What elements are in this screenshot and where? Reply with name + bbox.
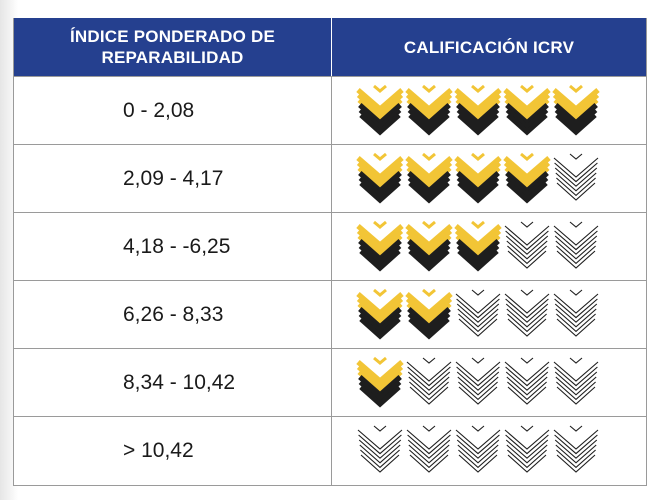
filled-chevron-icon — [356, 84, 404, 135]
range-cell: 2,09 - 4,17 — [14, 145, 332, 212]
rating-cell — [332, 281, 646, 348]
filled-chevron-icon — [454, 152, 502, 203]
filled-chevron-icon — [405, 220, 453, 271]
filled-chevron-icon — [405, 152, 453, 203]
range-cell: 8,34 - 10,42 — [14, 349, 332, 416]
empty-chevron-icon — [504, 425, 550, 473]
table-row: 8,34 - 10,42 — [14, 349, 646, 417]
table-row: 0 - 2,08 — [14, 77, 646, 145]
empty-chevron-icon — [553, 289, 599, 337]
empty-chevron-icon — [455, 425, 501, 473]
header-index: ÍNDICE PONDERADO DE REPARABILIDAD — [14, 18, 332, 76]
table-header: ÍNDICE PONDERADO DE REPARABILIDAD CALIFI… — [14, 18, 646, 77]
filled-chevron-icon — [454, 220, 502, 271]
table-row: 2,09 - 4,17 — [14, 145, 646, 213]
table-row: 6,26 - 8,33 — [14, 281, 646, 349]
empty-chevron-icon — [357, 425, 403, 473]
empty-chevron-icon — [406, 357, 452, 405]
filled-chevron-icon — [552, 84, 600, 135]
empty-chevron-icon — [455, 357, 501, 405]
range-cell: > 10,42 — [14, 417, 332, 485]
table-row: 4,18 - -6,25 — [14, 213, 646, 281]
table-row: > 10,42 — [14, 417, 646, 486]
empty-chevron-icon — [553, 221, 599, 269]
empty-chevron-icon — [553, 153, 599, 201]
filled-chevron-icon — [356, 288, 404, 339]
filled-chevron-icon — [503, 152, 551, 203]
filled-chevron-icon — [503, 84, 551, 135]
range-cell: 6,26 - 8,33 — [14, 281, 332, 348]
filled-chevron-icon — [356, 152, 404, 203]
filled-chevron-icon — [356, 220, 404, 271]
empty-chevron-icon — [455, 289, 501, 337]
range-cell: 4,18 - -6,25 — [14, 213, 332, 280]
rating-cell — [332, 145, 646, 212]
empty-chevron-icon — [504, 289, 550, 337]
filled-chevron-icon — [405, 288, 453, 339]
empty-chevron-icon — [504, 357, 550, 405]
filled-chevron-icon — [454, 84, 502, 135]
empty-chevron-icon — [553, 357, 599, 405]
filled-chevron-icon — [405, 84, 453, 135]
header-rating: CALIFICACIÓN ICRV — [403, 37, 575, 57]
reparability-table: ÍNDICE PONDERADO DE REPARABILIDAD CALIFI… — [13, 18, 647, 486]
table-body: 0 - 2,08 2,09 - 4,17 4,18 - -6,25 6,26 - 8,… — [14, 77, 646, 486]
empty-chevron-icon — [504, 221, 550, 269]
range-cell: 0 - 2,08 — [14, 77, 332, 144]
rating-cell — [332, 417, 646, 485]
empty-chevron-icon — [553, 425, 599, 473]
rating-cell — [332, 213, 646, 280]
empty-chevron-icon — [406, 425, 452, 473]
rating-cell — [332, 77, 646, 144]
filled-chevron-icon — [356, 356, 404, 407]
rating-cell — [332, 349, 646, 416]
